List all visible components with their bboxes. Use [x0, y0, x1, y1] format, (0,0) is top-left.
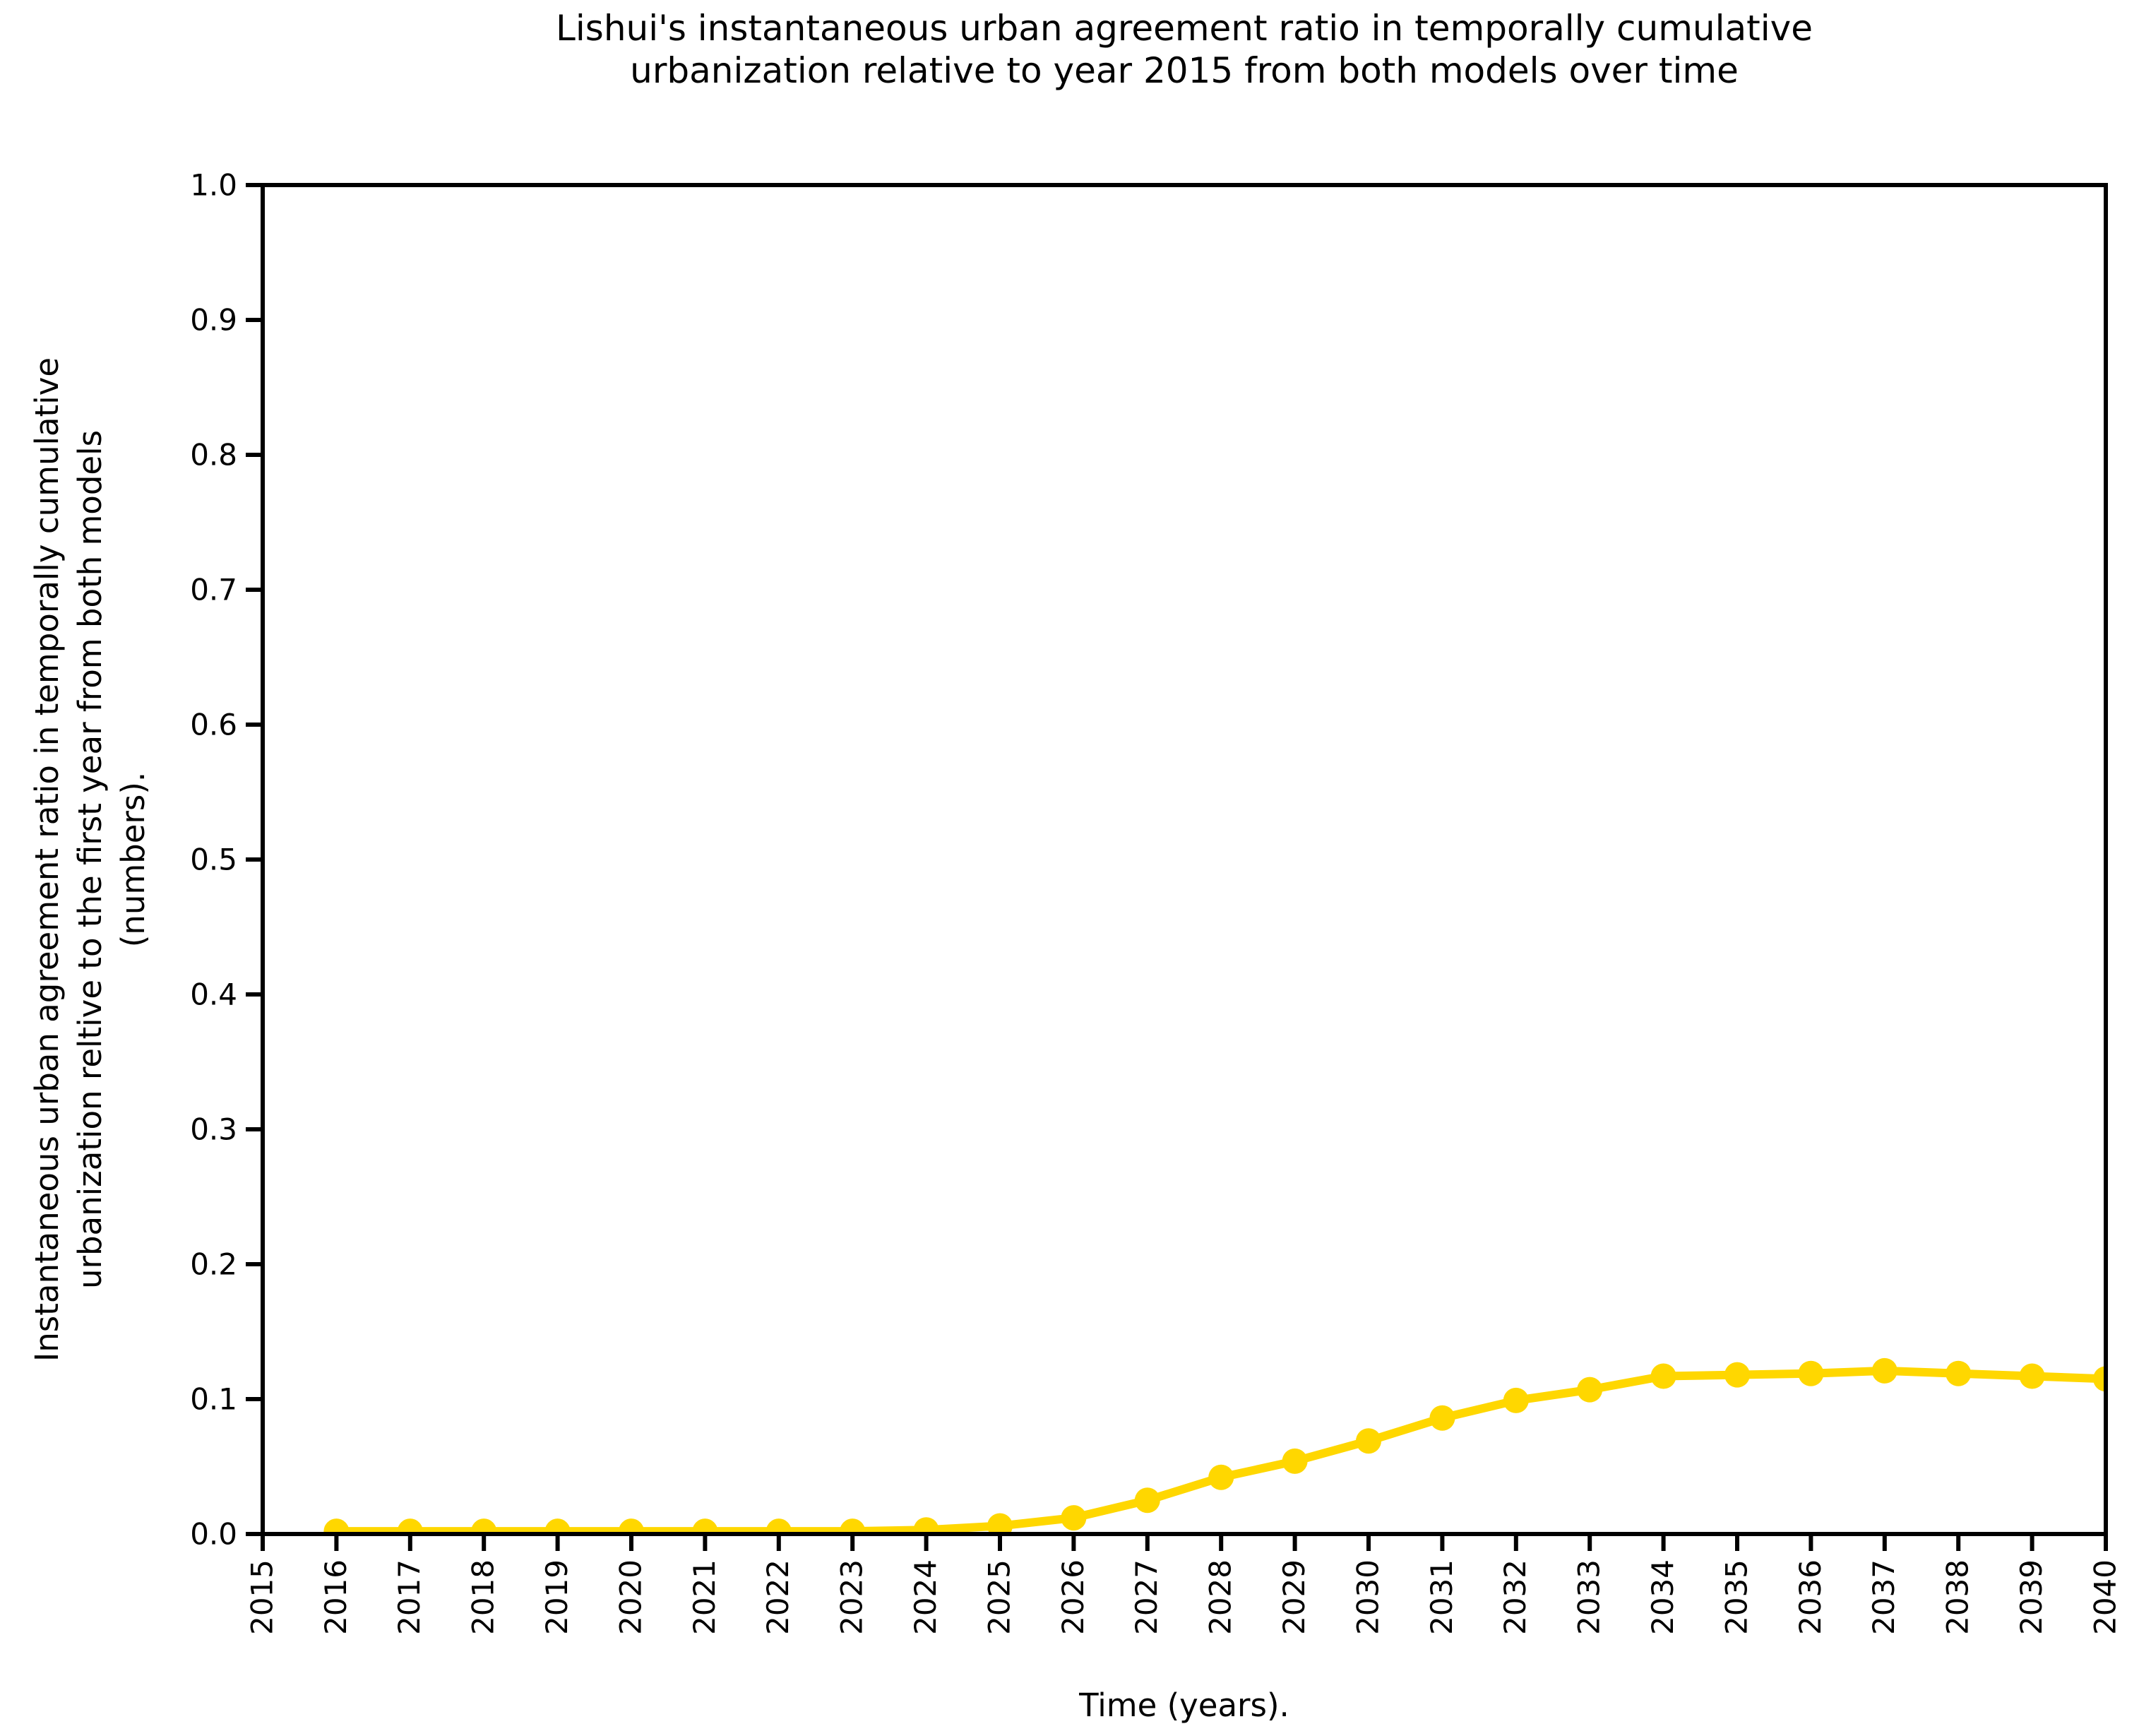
x-axis-label: Time (years).: [1079, 1687, 1289, 1724]
x-tick-label: 2028: [1203, 1559, 1238, 1635]
x-tick-label: 2018: [466, 1559, 501, 1635]
x-tick-label: 2023: [835, 1559, 869, 1635]
x-tick-label: 2022: [761, 1559, 795, 1635]
data-line: [336, 1366, 2106, 1534]
x-tick-label: 2037: [1866, 1559, 1901, 1635]
data-point-marker: [1946, 1360, 1972, 1386]
x-tick-label: 2025: [982, 1559, 1016, 1635]
data-point-marker: [913, 1517, 939, 1534]
x-tick-label: 2016: [318, 1559, 353, 1635]
x-tick-label: 2031: [1424, 1559, 1459, 1635]
data-point-marker: [1134, 1487, 1160, 1514]
x-tick-label: 2032: [1498, 1559, 1532, 1635]
x-tick-label: 2024: [908, 1559, 943, 1635]
y-tick-label: 0.2: [190, 1247, 237, 1282]
data-point-marker: [2019, 1363, 2045, 1389]
data-point-marker: [1503, 1387, 1529, 1413]
y-tick-label: 0.6: [190, 708, 237, 742]
y-tick-label: 0.3: [190, 1112, 237, 1147]
x-tick-label: 2036: [1793, 1559, 1828, 1635]
data-point-marker: [397, 1518, 423, 1534]
data-point-marker: [1282, 1448, 1308, 1474]
y-tick-label: 0.4: [190, 977, 237, 1012]
data-point-marker: [2093, 1366, 2106, 1392]
data-point-marker: [1650, 1363, 1676, 1389]
data-point-marker: [544, 1518, 571, 1534]
x-tick-label: 2033: [1572, 1559, 1607, 1635]
x-tick-label: 2027: [1129, 1559, 1164, 1635]
data-point-marker: [1577, 1377, 1603, 1403]
x-tick-label: 2034: [1645, 1559, 1680, 1635]
chart-title: Lishui's instantaneous urban agreement r…: [263, 7, 2106, 92]
x-tick-label: 2021: [687, 1559, 722, 1635]
x-tick-label: 2015: [244, 1559, 279, 1635]
x-tick-label: 2039: [2014, 1559, 2049, 1635]
data-point-marker: [1429, 1405, 1455, 1431]
data-point-marker: [692, 1518, 718, 1534]
data-point-marker: [1871, 1357, 1897, 1384]
data-point-marker: [1724, 1362, 1750, 1388]
x-tick-label: 2030: [1350, 1559, 1385, 1635]
y-tick-label: 0.9: [190, 303, 237, 338]
y-tick-label: 1.0: [190, 168, 237, 203]
data-point-marker: [471, 1518, 497, 1534]
data-point-marker: [1356, 1428, 1381, 1454]
y-tick-label: 0.5: [190, 843, 237, 877]
data-point-marker: [987, 1513, 1013, 1534]
chart-title-line-1: Lishui's instantaneous urban agreement r…: [556, 8, 1813, 49]
x-tick-label: 2040: [2087, 1559, 2122, 1635]
x-tick-label: 2035: [1719, 1559, 1753, 1635]
y-tick-label: 0.8: [190, 438, 237, 472]
data-point-marker: [765, 1518, 792, 1534]
data-series: [323, 1357, 2106, 1534]
data-point-marker: [840, 1518, 866, 1534]
y-tick-label: 0.7: [190, 573, 237, 607]
x-tick-label: 2019: [540, 1559, 574, 1635]
x-tick-label: 2029: [1277, 1559, 1311, 1635]
chart-title-line-2: urbanization relative to year 2015 from …: [630, 50, 1739, 91]
x-tick-label: 2020: [613, 1559, 648, 1635]
data-point-marker: [1208, 1464, 1234, 1490]
data-point-marker: [323, 1518, 350, 1534]
x-tick-label: 2026: [1056, 1559, 1090, 1635]
x-tick-label: 2038: [1941, 1559, 1975, 1635]
axes-frame: [261, 183, 2108, 1536]
data-point-marker: [1798, 1360, 1824, 1386]
data-point-marker: [1061, 1505, 1087, 1531]
x-tick-label: 2017: [392, 1559, 427, 1635]
data-point-marker: [619, 1518, 644, 1534]
y-tick-label: 0.0: [190, 1517, 237, 1552]
y-tick-label: 0.1: [190, 1382, 237, 1417]
